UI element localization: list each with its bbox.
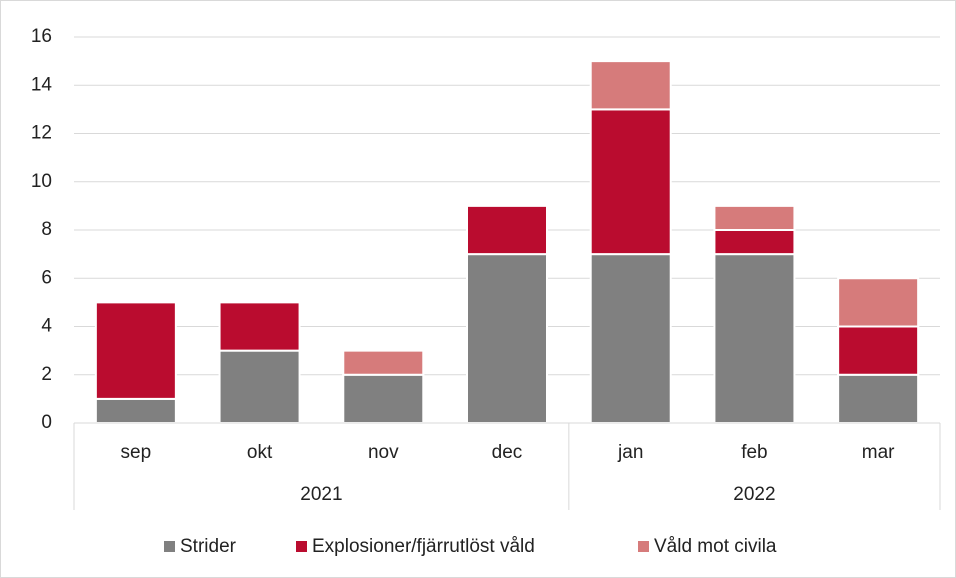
- bar-segment: [589, 108, 672, 256]
- bar-segment: [94, 301, 177, 400]
- legend-swatch: [164, 541, 175, 552]
- bar-segment: [589, 253, 672, 424]
- bar-segment: [713, 204, 796, 231]
- y-tick-label: 16: [31, 26, 52, 47]
- bar-segment: [94, 397, 177, 424]
- x-tick-label: mar: [862, 442, 895, 463]
- y-tick-label: 4: [41, 316, 52, 337]
- bar-segment: [466, 253, 548, 424]
- y-tick-label: 2: [41, 364, 52, 385]
- group-label: 2022: [733, 484, 775, 505]
- y-tick-label: 6: [41, 267, 52, 288]
- bar-segment: [342, 373, 425, 424]
- x-tick-label: dec: [492, 442, 523, 463]
- legend-label: Explosioner/fjärrutlöst våld: [312, 536, 535, 557]
- legend-swatch: [638, 541, 649, 552]
- legend-label: Våld mot civila: [654, 536, 777, 557]
- y-tick-label: 14: [31, 74, 53, 95]
- bar-segment: [837, 277, 920, 328]
- y-tick-label: 10: [31, 171, 52, 192]
- group-label: 2021: [300, 484, 342, 505]
- x-tick-label: feb: [741, 442, 767, 463]
- x-tick-label: okt: [247, 442, 273, 463]
- x-tick-label: nov: [368, 442, 399, 463]
- x-tick-label: jan: [617, 442, 643, 463]
- bar-segment: [713, 253, 796, 424]
- bar-segment: [342, 349, 425, 376]
- y-tick-label: 0: [41, 412, 52, 433]
- bar-segment: [218, 349, 301, 424]
- y-tick-label: 8: [41, 219, 52, 240]
- bar-segment: [837, 373, 920, 424]
- y-tick-label: 12: [31, 123, 52, 144]
- bar-segment: [713, 229, 796, 256]
- bar-segment: [837, 325, 920, 376]
- bar-segment: [218, 301, 301, 352]
- bar-segment: [466, 204, 548, 256]
- legend-swatch: [296, 541, 307, 552]
- legend-label: Strider: [180, 536, 237, 557]
- bar-segment: [589, 60, 672, 111]
- x-tick-label: sep: [121, 442, 152, 463]
